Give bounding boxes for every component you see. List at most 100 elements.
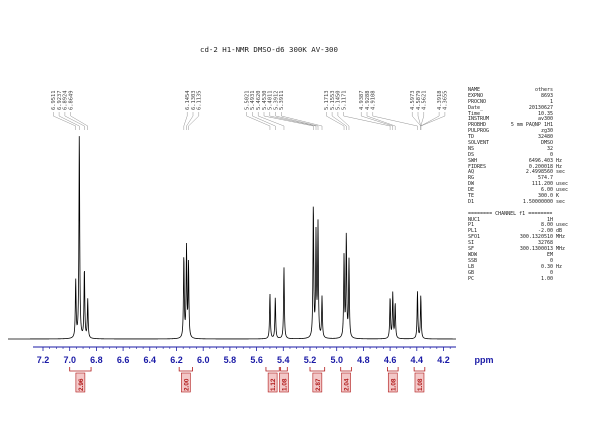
peak-label: 5.3911 xyxy=(279,91,285,110)
x-tick-label: 6.6 xyxy=(117,355,130,365)
param-name: INSTRUM xyxy=(468,116,490,123)
peak-leader-line xyxy=(343,112,391,130)
peak-leader-line xyxy=(64,112,85,130)
param-name: DW xyxy=(468,181,475,188)
param-value: 300.1320510 xyxy=(519,234,553,241)
peak-label: 5.4931 xyxy=(250,91,256,110)
peak-label: 6.1454 xyxy=(185,91,191,110)
peak-leader-line xyxy=(337,112,350,130)
peak-leader-line xyxy=(420,112,440,130)
param-value: 300.1300013 xyxy=(519,246,553,253)
param-unit: usec xyxy=(556,222,569,229)
param-name: Time xyxy=(468,110,481,117)
param-row: SSB 0 xyxy=(468,258,593,265)
peak-label: 5.1713 xyxy=(324,91,330,110)
x-tick-label: 7.0 xyxy=(63,355,76,365)
param-name: NUC1 xyxy=(468,216,481,223)
peak-leader-line xyxy=(366,112,396,130)
peak-label: 4.9288 xyxy=(365,91,371,110)
param-name: TD xyxy=(468,134,475,141)
integral-box xyxy=(312,372,323,393)
param-name: LB xyxy=(468,263,475,270)
param-row: D1 1.50000000 sec xyxy=(468,198,593,206)
param-value: 32 xyxy=(546,145,553,152)
param-row: PULPROG zg30 xyxy=(468,128,593,135)
peak-leader-line xyxy=(252,112,276,130)
param-name: TE xyxy=(468,193,475,200)
param-section-header: ======== CHANNEL f1 ======== xyxy=(468,210,553,217)
param-name: NS xyxy=(468,145,475,152)
param-row: PROBHD 5 mm PAQNP 1H1 xyxy=(468,122,593,129)
spectrum-group xyxy=(8,136,456,340)
param-value: 574.7 xyxy=(537,175,553,182)
param-name: PROCNO xyxy=(468,98,487,105)
param-row: FIDRES 0.200018 Hz xyxy=(468,163,593,171)
peak-label: 5.4530 xyxy=(262,91,268,110)
peak-leader-line xyxy=(183,112,188,130)
spectrum-trace xyxy=(8,136,456,340)
param-value: -2.00 xyxy=(537,228,553,235)
param-value: 1.00 xyxy=(540,275,553,282)
param-unit: sec xyxy=(556,169,566,176)
x-tick-label: 6.4 xyxy=(144,355,157,365)
param-unit: usec xyxy=(556,181,569,188)
integral-value: 2.04 xyxy=(344,378,351,391)
acquisition-parameters-panel: NAME others EXPNO 8693 PROCNO 1 Date_ 20130627 T… xyxy=(468,87,593,282)
peak-label: 5.1171 xyxy=(342,91,348,110)
param-unit: MHz xyxy=(556,246,566,253)
integral-box xyxy=(181,372,191,393)
param-name: SOLVENT xyxy=(468,140,490,147)
x-tick-label: 6.2 xyxy=(170,355,183,365)
x-axis-label: ppm xyxy=(475,355,494,365)
integral-bracket xyxy=(280,367,288,372)
param-row: LB 0.30 Hz xyxy=(468,263,593,271)
peak-leader-line xyxy=(53,112,76,130)
peak-label: 4.3655 xyxy=(443,91,449,110)
integral-value: 1.08 xyxy=(390,378,397,391)
param-row: NAME others xyxy=(468,87,593,94)
peak-label: 6.8924 xyxy=(63,91,69,110)
integral-box xyxy=(414,372,425,393)
integral-group: 2.96 2.00 1.12 1.08 2.87 2.04 1.08 1.08 xyxy=(69,367,426,393)
peak-label: 4.9387 xyxy=(359,91,365,110)
param-value: 0.200018 xyxy=(528,163,553,170)
peak-label: 5.3912 xyxy=(273,91,279,110)
x-tick-label: 5.0 xyxy=(330,355,343,365)
param-row: P1 8.00 usec xyxy=(468,223,593,229)
peak-label: 4.5879 xyxy=(416,91,422,110)
integral-bracket xyxy=(340,367,352,372)
peak-label: 6.1303 xyxy=(191,91,197,110)
peak-label: 6.1135 xyxy=(197,91,203,110)
param-row: SFO1 300.1320510 MHz xyxy=(468,234,593,241)
peak-leader-line xyxy=(361,112,393,130)
peak-leader-line xyxy=(420,112,424,130)
integral-bracket xyxy=(309,367,326,372)
param-name: Date_ xyxy=(468,104,484,111)
param-name: PL1 xyxy=(468,228,478,235)
param-name: RG xyxy=(468,175,475,182)
x-tick-label: 5.4 xyxy=(277,355,290,365)
peak-leader-line xyxy=(258,112,285,130)
param-name: SWH xyxy=(468,157,478,164)
x-tick-label: 6.0 xyxy=(197,355,210,365)
param-value: zg30 xyxy=(540,128,553,135)
param-row: INSTRUM av300 xyxy=(468,117,593,123)
param-row: AQ 2.4998560 sec xyxy=(468,170,593,176)
param-name: PROBHD xyxy=(468,122,487,129)
x-tick-label: 4.8 xyxy=(357,355,370,365)
param-unit: sec xyxy=(556,198,566,205)
peak-leader-line xyxy=(417,112,421,130)
peak-label: 6.9511 xyxy=(51,91,57,110)
param-row: PL1 -2.00 dB xyxy=(468,228,593,235)
peak-leader-line xyxy=(275,112,319,130)
param-row: DE 6.00 usec xyxy=(468,187,593,194)
param-unit: Hz xyxy=(556,157,563,164)
peak-leader-line xyxy=(281,112,323,130)
param-value: 1 xyxy=(549,98,553,105)
peak-leader-line xyxy=(326,112,345,130)
param-row: EXPNO 8693 xyxy=(468,93,593,100)
integral-bracket xyxy=(413,367,426,372)
param-value: 0.30 xyxy=(540,263,553,270)
integral-bracket xyxy=(69,367,92,372)
param-value: 0 xyxy=(549,269,553,276)
